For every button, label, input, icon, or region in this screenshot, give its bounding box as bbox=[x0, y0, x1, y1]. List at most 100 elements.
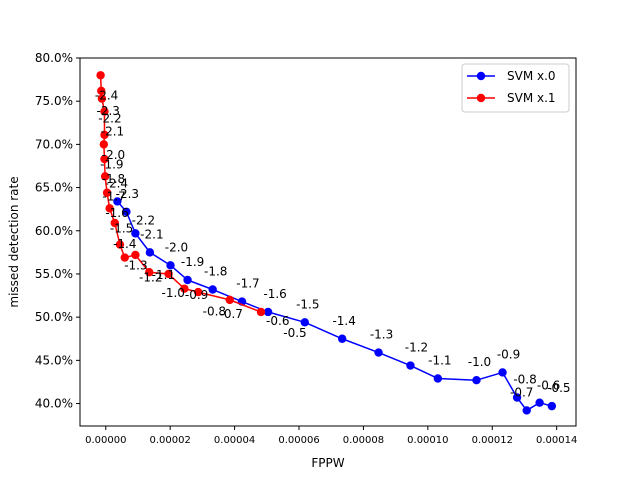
data-point-svm-x1 bbox=[120, 253, 129, 262]
data-label-svm-x1: -1.5 bbox=[110, 221, 133, 235]
y-tick-label: 80.0% bbox=[35, 51, 73, 65]
x-tick-label: 0.00004 bbox=[214, 435, 255, 446]
data-point-svm-x0 bbox=[374, 348, 383, 357]
x-axis-label: FPPW bbox=[311, 456, 344, 470]
x-tick-label: 0.00008 bbox=[343, 435, 384, 446]
data-point-svm-x1 bbox=[100, 172, 110, 181]
data-label-svm-x1: -1.0 bbox=[162, 286, 185, 300]
legend-label-svm-x0: SVM x.0 bbox=[507, 69, 556, 83]
data-label-svm-x1: -2.0 bbox=[102, 148, 125, 162]
data-point-svm-x0 bbox=[512, 393, 522, 402]
data-point-svm-x1 bbox=[110, 218, 119, 228]
data-point-svm-x0 bbox=[131, 229, 140, 238]
data-label-svm-x0: -0.9 bbox=[497, 347, 520, 361]
data-label-svm-x1: -2.3 bbox=[97, 104, 120, 118]
data-label-svm-x1: -0.5 bbox=[283, 326, 306, 340]
data-point-svm-x0 bbox=[337, 334, 347, 343]
data-point-svm-x1 bbox=[99, 140, 109, 149]
y-tick-label: 70.0% bbox=[35, 137, 73, 151]
legend-marker-svm-x1 bbox=[476, 93, 486, 103]
data-label-svm-x0: -0.7 bbox=[510, 385, 533, 399]
y-tick-label: 40.0% bbox=[35, 397, 73, 411]
data-label-svm-x0: -2.2 bbox=[132, 213, 155, 227]
data-label-svm-x0: -1.8 bbox=[204, 265, 227, 279]
data-label-svm-x0: -1.3 bbox=[370, 328, 393, 342]
data-label-svm-x0: -1.2 bbox=[405, 341, 428, 355]
data-point-svm-x0 bbox=[208, 285, 217, 294]
y-tick-label: 45.0% bbox=[35, 353, 73, 367]
data-point-svm-x0 bbox=[535, 398, 544, 407]
y-axis-label: missed detection rate bbox=[7, 176, 21, 307]
y-tick-label: 50.0% bbox=[35, 310, 73, 324]
data-point-svm-x0 bbox=[166, 261, 175, 270]
legend: SVM x.0 SVM x.1 bbox=[461, 63, 570, 113]
data-label-svm-x1: -1.7 bbox=[102, 189, 125, 203]
data-label-svm-x1: -1.4 bbox=[113, 237, 136, 251]
y-tick-label: 75.0% bbox=[35, 94, 73, 108]
data-point-svm-x1 bbox=[180, 284, 189, 293]
axes: 0.00000 0.00002 0.00004 0.00006 0.00008 0.000… bbox=[35, 51, 577, 446]
legend-marker-svm-x0 bbox=[476, 71, 486, 81]
data-label-svm-x0: -1.7 bbox=[236, 277, 259, 291]
data-label-svm-x1: -0.9 bbox=[185, 288, 208, 302]
data-point-svm-x1 bbox=[256, 307, 266, 317]
data-label-svm-x1: -2.4 bbox=[95, 88, 118, 102]
data-point-svm-x0 bbox=[145, 248, 155, 257]
data-label-svm-x1: -2.1 bbox=[101, 125, 124, 139]
data-point-svm-x1 bbox=[100, 130, 109, 140]
data-point-svm-x0 bbox=[433, 374, 443, 383]
data-point-svm-x1 bbox=[115, 240, 125, 249]
data-point-svm-x1 bbox=[194, 287, 203, 297]
data-point-svm-x0 bbox=[300, 318, 310, 327]
data-label-svm-x1: -1.9 bbox=[100, 157, 123, 171]
legend-label-svm-x1: SVM x.1 bbox=[507, 91, 556, 105]
data-label-svm-x0: -1.5 bbox=[296, 297, 319, 311]
x-tick-label: 0.00002 bbox=[150, 435, 191, 446]
data-point-svm-x1 bbox=[105, 204, 114, 213]
data-point-svm-x0 bbox=[406, 361, 415, 370]
data-label-svm-x1: -0.7 bbox=[219, 307, 242, 321]
x-tick-label: 0.00000 bbox=[85, 435, 126, 446]
data-point-svm-x0 bbox=[522, 406, 531, 415]
data-label-svm-x1: -0.8 bbox=[203, 305, 226, 319]
data-label-svm-x0: -2.4 bbox=[105, 176, 128, 190]
x-tick-label: 0.00006 bbox=[278, 435, 319, 446]
data-point-svm-x1 bbox=[164, 269, 173, 279]
data-point-svm-x1 bbox=[145, 268, 154, 277]
data-label-svm-x0: -1.0 bbox=[468, 355, 491, 369]
data-point-svm-x0 bbox=[263, 307, 273, 317]
data-point-svm-x0 bbox=[547, 401, 557, 411]
y-tick-label: 55.0% bbox=[35, 267, 73, 281]
data-label-svm-x0: -1.1 bbox=[428, 353, 451, 367]
data-point-svm-x1 bbox=[96, 71, 105, 80]
data-label-svm-x1: -0.6 bbox=[266, 314, 289, 328]
axes-frame bbox=[79, 57, 577, 427]
data-label-svm-x0: -0.6 bbox=[537, 379, 560, 393]
data-label-svm-x1: -1.2 bbox=[139, 271, 162, 285]
data-label-svm-x1: -1.3 bbox=[124, 259, 147, 273]
data-point-svm-x0 bbox=[183, 275, 192, 285]
y-tick-label: 65.0% bbox=[35, 181, 73, 195]
data-label-svm-x0: -2.1 bbox=[140, 227, 163, 241]
data-label-svm-x0: -0.8 bbox=[513, 372, 536, 386]
data-label-svm-x0: -1.4 bbox=[332, 314, 355, 328]
data-point-svm-x1 bbox=[225, 295, 234, 305]
data-label-svm-x0: -0.5 bbox=[547, 381, 570, 395]
data-point-svm-x1 bbox=[100, 107, 109, 116]
data-label-svm-x0: -2.3 bbox=[116, 187, 139, 201]
data-label-svm-x1: -1.8 bbox=[102, 172, 125, 186]
data-label-svm-x1: -1.6 bbox=[105, 206, 128, 220]
data-point-svm-x1 bbox=[131, 250, 140, 260]
data-point-svm-x1 bbox=[102, 188, 112, 197]
data-point-svm-x1 bbox=[100, 154, 109, 164]
x-tick-label: 0.00012 bbox=[472, 435, 513, 446]
plot-area: -2.4-2.3-2.2-2.1-2.0-1.9-1.8-1.7-1.6-1.5… bbox=[95, 71, 571, 415]
data-point-svm-x0 bbox=[472, 376, 481, 385]
data-label-svm-x1: -2.2 bbox=[98, 112, 121, 126]
data-label-svm-x0: -1.6 bbox=[263, 287, 286, 301]
data-label-svm-x0: -1.9 bbox=[181, 255, 204, 269]
data-label-svm-x0: -2.0 bbox=[165, 240, 188, 254]
data-point-svm-x0 bbox=[122, 207, 131, 216]
data-point-svm-x0 bbox=[113, 197, 122, 206]
